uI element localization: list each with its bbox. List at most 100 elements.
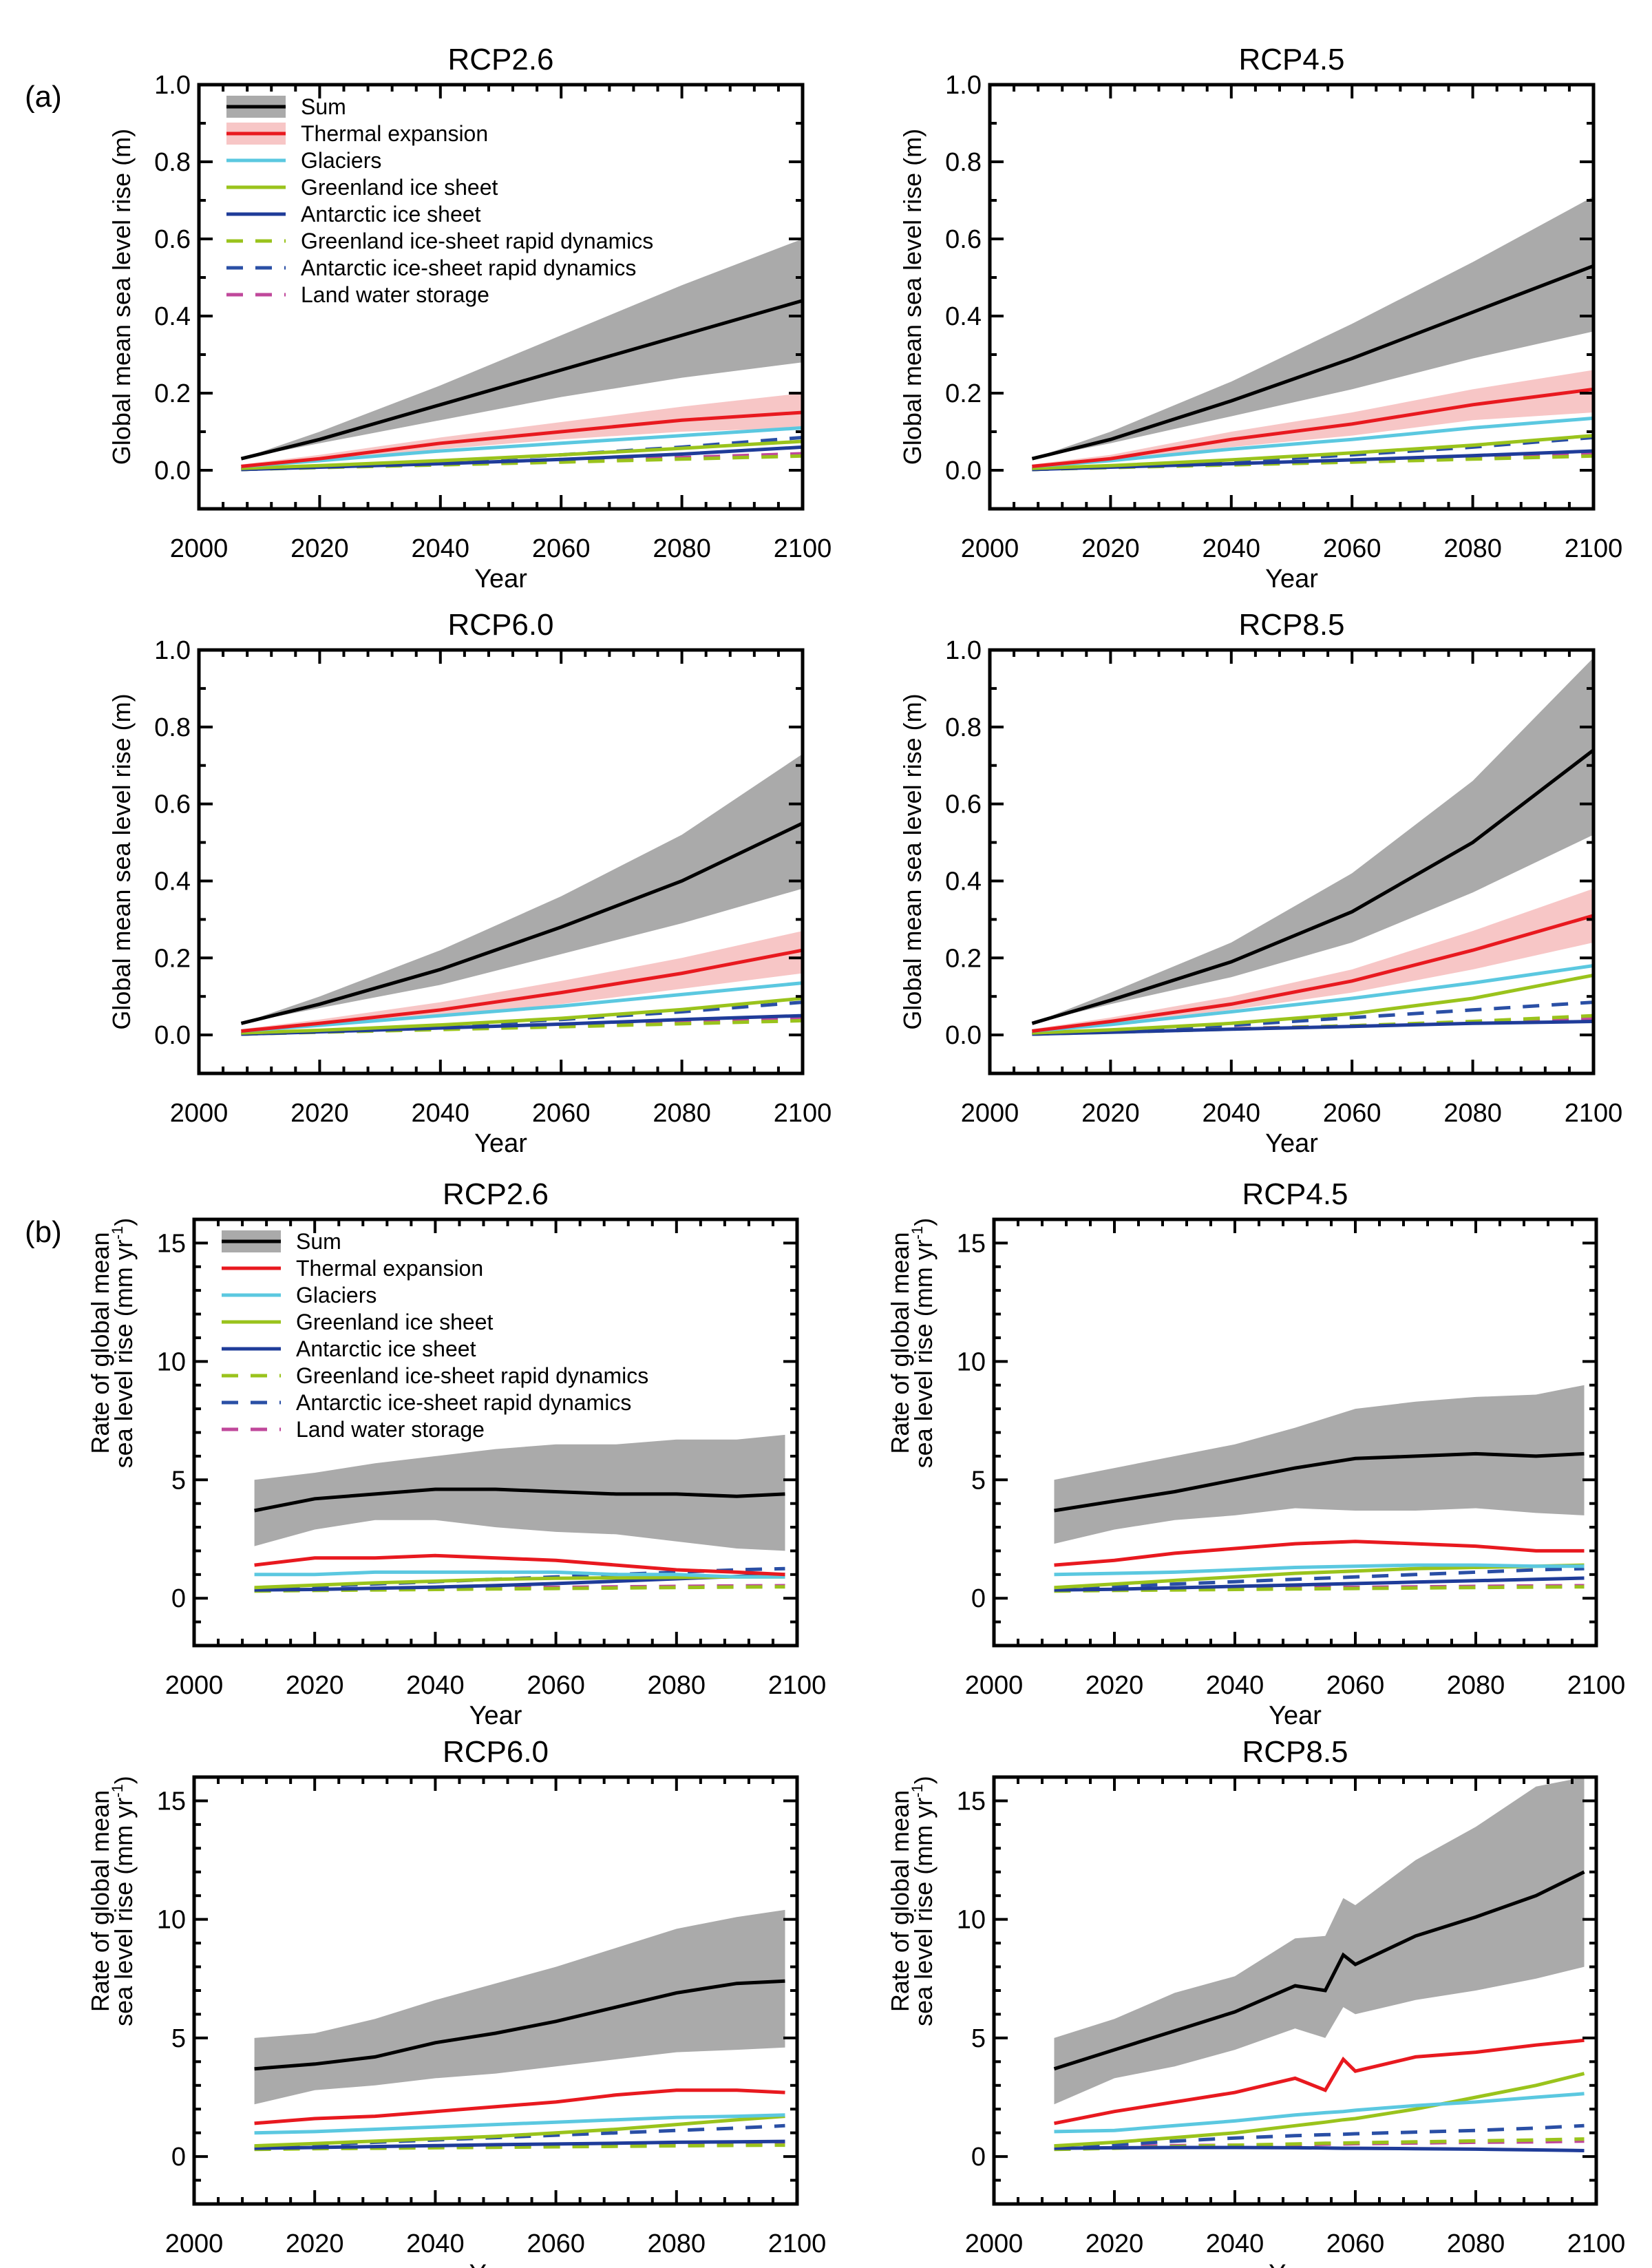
chart-panel-a-rcp85: 2000 2020 2040 2060 2080 2100 0.0 0.2 0.4 0.6 0.8 1…: [898, 608, 1622, 1158]
thermal-uncertainty-band: [241, 931, 803, 1031]
x-tick-label: 2020: [1086, 1671, 1144, 1700]
x-tick-label: 2060: [1326, 1671, 1385, 1700]
y-axis-label-close: ): [109, 1218, 138, 1226]
y-tick-label: 0: [171, 1584, 186, 1613]
x-tick-label: 2020: [1081, 534, 1140, 563]
legend-label: Antarctic ice sheet: [296, 1336, 476, 1361]
sum-uncertainty-band: [254, 1434, 785, 1551]
y-axis-label: Global mean sea level rise (m): [898, 129, 926, 465]
greenland-line: [241, 996, 803, 1035]
legend-label: Antarctic ice-sheet rapid dynamics: [296, 1390, 631, 1415]
y-tick-label: 1.0: [154, 71, 191, 100]
legend-item: Greenland ice sheet: [222, 1310, 494, 1334]
x-tick-label: 2060: [1323, 534, 1381, 563]
panel-label-a: (a): [25, 80, 62, 114]
plot-frame: [988, 648, 1596, 1075]
thermal-uncertainty-band: [1032, 888, 1593, 1031]
y-tick-label: 0.2: [154, 944, 191, 973]
y-tick-label: 5: [971, 1466, 986, 1495]
legend-item: Glaciers: [222, 1283, 377, 1308]
legend-item: Greenland ice-sheet rapid dynamics: [222, 1363, 648, 1388]
y-axis-label: Global mean sea level rise (m): [107, 693, 136, 1029]
y-axis-label-line2: sea level rise (mm yr-1): [909, 1776, 938, 2026]
y-axis-label-close: ): [909, 1218, 938, 1226]
x-axis-label: Year: [469, 1701, 522, 1730]
chart-panel-b-rcp26: 2000 2020 2040 2060 2080 2100 0 5 10 15 RCP2.6 Year…: [86, 1177, 826, 1730]
sum-uncertainty-band: [1032, 658, 1593, 1024]
y-tick-label: 1.0: [945, 71, 982, 100]
chart-title: RCP2.6: [447, 43, 553, 76]
legend-label: Greenland ice sheet: [301, 175, 498, 200]
legend-label: Antarctic ice sheet: [301, 202, 481, 227]
legend-item: Sum: [222, 1229, 341, 1254]
y-tick-label: 0.2: [945, 944, 982, 973]
y-tick-label: 0.6: [154, 225, 191, 254]
sum-line: [1053, 1870, 1585, 2071]
chart-title: RCP6.0: [447, 608, 553, 642]
sum-line: [1031, 264, 1594, 461]
greenland-line: [1032, 434, 1594, 470]
sum-line: [254, 1979, 785, 2071]
chart-panel-a-rcp60: 2000 2020 2040 2060 2080 2100 0.0 0.2 0.4 0.6 0.8 1…: [107, 608, 832, 1158]
y-tick-label: 0.4: [945, 867, 982, 896]
x-tick-label: 2100: [1565, 1099, 1623, 1128]
x-tick-label: 2000: [170, 534, 229, 563]
x-tick-label: 2060: [532, 1099, 591, 1128]
antarctic-line: [254, 2139, 785, 2150]
legend-item: Glaciers: [226, 148, 381, 173]
y-axis-label-text: sea level rise (mm yr: [909, 1239, 938, 1468]
x-tick-label: 2080: [1447, 2229, 1505, 2258]
x-tick-label: 2080: [1443, 1099, 1502, 1128]
legend-label: Sum: [296, 1229, 341, 1254]
x-tick-label: 2060: [527, 1671, 585, 1700]
y-tick-label: 0: [971, 2143, 986, 2172]
x-tick-label: 2020: [286, 2229, 344, 2258]
x-tick-label: 2060: [527, 2229, 585, 2258]
legend-item: Land water storage: [222, 1417, 485, 1442]
legend-label: Greenland ice sheet: [296, 1310, 494, 1334]
sum-line: [240, 299, 803, 461]
y-tick-label: 0.0: [154, 1021, 191, 1050]
thermal-expansion-line: [254, 1553, 785, 1577]
plot-frame: [192, 1217, 799, 1648]
legend-label: Glaciers: [296, 1283, 377, 1308]
x-tick-label: 2040: [412, 534, 470, 563]
antarctic-line: [1032, 1020, 1594, 1036]
x-tick-label: 2080: [653, 534, 711, 563]
y-tick-label: 0.0: [945, 456, 982, 485]
y-tick-label: 0.6: [154, 790, 191, 819]
y-axis-label-close: ): [909, 1776, 938, 1784]
glaciers-line: [1032, 964, 1594, 1033]
thermal-uncertainty-band: [1032, 370, 1593, 467]
y-axis-label: Global mean sea level rise (m): [107, 129, 136, 465]
y-tick-label: 5: [971, 2024, 986, 2053]
x-tick-label: 2080: [1447, 1671, 1505, 1700]
x-tick-label: 2020: [290, 1099, 349, 1128]
x-tick-label: 2040: [1203, 1099, 1261, 1128]
x-tick-label: 2020: [290, 534, 349, 563]
legend-label: Thermal expansion: [301, 121, 488, 146]
plot-frame: [197, 83, 805, 511]
legend-item: Sum: [226, 94, 346, 119]
legend-item: Thermal expansion: [226, 121, 488, 146]
legend-item: Greenland ice sheet: [226, 175, 498, 200]
plot-frame: [197, 648, 805, 1075]
chart-title: RCP4.5: [1242, 1177, 1348, 1211]
y-tick-label: 0.8: [154, 713, 191, 742]
x-axis-label: Year: [474, 565, 527, 594]
x-tick-label: 2100: [774, 534, 832, 563]
y-tick-label: 5: [171, 1466, 186, 1495]
x-axis-label: Year: [1269, 2260, 1322, 2268]
y-tick-label: 0: [971, 1584, 986, 1613]
y-tick-label: 15: [157, 1787, 186, 1816]
antarctic-line: [1054, 1576, 1585, 1592]
y-tick-label: 10: [157, 1906, 186, 1935]
y-axis-label: Global mean sea level rise (m): [898, 693, 926, 1029]
y-tick-label: 10: [157, 1347, 186, 1376]
y-axis-label-text: sea level rise (mm yr: [909, 1798, 938, 2026]
x-tick-label: 2080: [653, 1099, 711, 1128]
legend-item: Land water storage: [226, 282, 489, 307]
chart-panel-b-rcp60: 2000 2020 2040 2060 2080 2100 0 5 10 15 RCP6.0 Year…: [86, 1735, 826, 2268]
